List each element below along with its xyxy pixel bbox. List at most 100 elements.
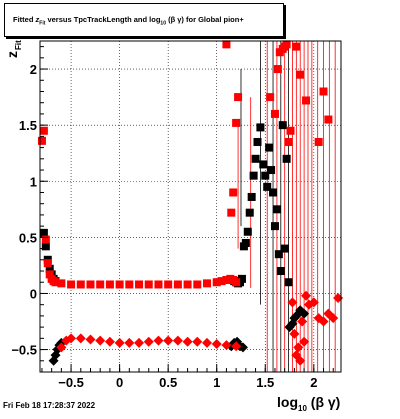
data-point xyxy=(253,137,262,146)
data-point xyxy=(280,244,289,253)
y-tick-label: 0.5 xyxy=(19,230,37,245)
data-point xyxy=(328,313,339,324)
timestamp: Fri Feb 18 17:28:37 2022 xyxy=(3,401,96,410)
data-point xyxy=(286,126,295,135)
data-point xyxy=(266,93,275,102)
x-tick-label: 1.5 xyxy=(256,375,274,390)
data-point xyxy=(324,115,333,124)
data-point xyxy=(45,264,54,273)
x-axis-label-tail: (β γ) xyxy=(310,394,341,410)
x-tick-label: 1 xyxy=(213,375,220,390)
x-tick-label: 2 xyxy=(310,375,317,390)
data-point xyxy=(308,297,319,308)
data-point xyxy=(269,188,278,197)
y-tick-label: 0 xyxy=(30,286,37,301)
data-point xyxy=(153,335,164,346)
data-point xyxy=(143,336,154,347)
data-point xyxy=(105,280,114,289)
data-point xyxy=(259,160,268,169)
data-point xyxy=(319,87,328,96)
data-point xyxy=(124,337,135,348)
data-point xyxy=(67,280,76,289)
data-point xyxy=(56,342,67,353)
data-point xyxy=(43,259,52,268)
x-axis-label-sub: 10 xyxy=(298,403,307,413)
data-point xyxy=(229,188,238,197)
data-point xyxy=(144,280,153,289)
title-prefix: Fitted xyxy=(13,15,34,24)
data-point xyxy=(297,316,308,327)
data-point xyxy=(234,93,243,102)
chart-title: Fitted zFit versus TpcTrackLength and lo… xyxy=(13,15,244,27)
data-point xyxy=(241,238,250,247)
data-point xyxy=(182,336,193,347)
data-point xyxy=(45,270,54,279)
data-point xyxy=(293,342,304,353)
data-point xyxy=(37,136,46,145)
data-point xyxy=(247,192,256,201)
data-point xyxy=(96,280,105,289)
data-point xyxy=(227,208,236,217)
y-tick-label: 1.5 xyxy=(19,118,37,133)
data-point xyxy=(299,308,310,319)
y-axis-label: z Fit xyxy=(4,40,23,58)
data-point xyxy=(57,279,66,288)
data-point xyxy=(267,166,276,175)
data-point xyxy=(183,280,192,289)
data-point xyxy=(212,278,221,287)
data-point xyxy=(172,335,183,346)
y-tick-label: 1 xyxy=(30,174,37,189)
data-point xyxy=(301,290,312,301)
data-point xyxy=(39,228,48,237)
data-point xyxy=(261,171,270,180)
data-point xyxy=(296,70,305,79)
data-point xyxy=(263,182,272,191)
data-point xyxy=(41,242,50,251)
y-axis-label-main: z xyxy=(4,51,20,58)
title-suffix: (β γ) for Global pion+ xyxy=(168,15,244,24)
y-tick-label: 2 xyxy=(30,62,37,77)
data-point xyxy=(202,337,213,348)
data-point xyxy=(273,65,282,74)
data-point xyxy=(318,316,329,327)
data-point xyxy=(221,340,232,351)
data-point xyxy=(231,341,242,352)
data-point xyxy=(125,280,134,289)
data-point xyxy=(237,342,248,353)
data-point xyxy=(86,280,95,289)
title-box: Fitted zFit versus TpcTrackLength and lo… xyxy=(4,3,284,37)
data-point xyxy=(211,338,222,349)
data-point xyxy=(256,123,265,132)
data-point xyxy=(75,333,86,344)
data-point xyxy=(115,280,124,289)
data-point xyxy=(76,280,85,289)
data-point xyxy=(282,40,291,49)
x-tick-label: −0.5 xyxy=(58,375,84,390)
data-point xyxy=(154,280,163,289)
data-point xyxy=(192,336,203,347)
x-axis-label: log10 (β γ) xyxy=(277,394,340,413)
data-point xyxy=(251,154,260,163)
data-point xyxy=(243,227,252,236)
data-point xyxy=(299,336,310,347)
data-point xyxy=(203,279,212,288)
data-point xyxy=(249,171,258,180)
data-point xyxy=(272,205,281,214)
data-point xyxy=(302,96,311,105)
x-tick-label: 0.5 xyxy=(159,375,177,390)
data-point xyxy=(282,154,291,163)
title-log-sub: 10 xyxy=(160,20,166,27)
data-point xyxy=(314,137,323,146)
data-point xyxy=(164,280,173,289)
data-point xyxy=(278,121,287,130)
data-point xyxy=(284,278,293,287)
y-axis-label-sub: Fit xyxy=(14,40,23,50)
data-point xyxy=(163,335,174,346)
data-point xyxy=(39,126,48,135)
data-point xyxy=(135,280,144,289)
title-z-sub: Fit xyxy=(39,20,46,27)
data-point xyxy=(114,337,125,348)
data-point xyxy=(292,42,301,51)
data-point xyxy=(104,336,115,347)
